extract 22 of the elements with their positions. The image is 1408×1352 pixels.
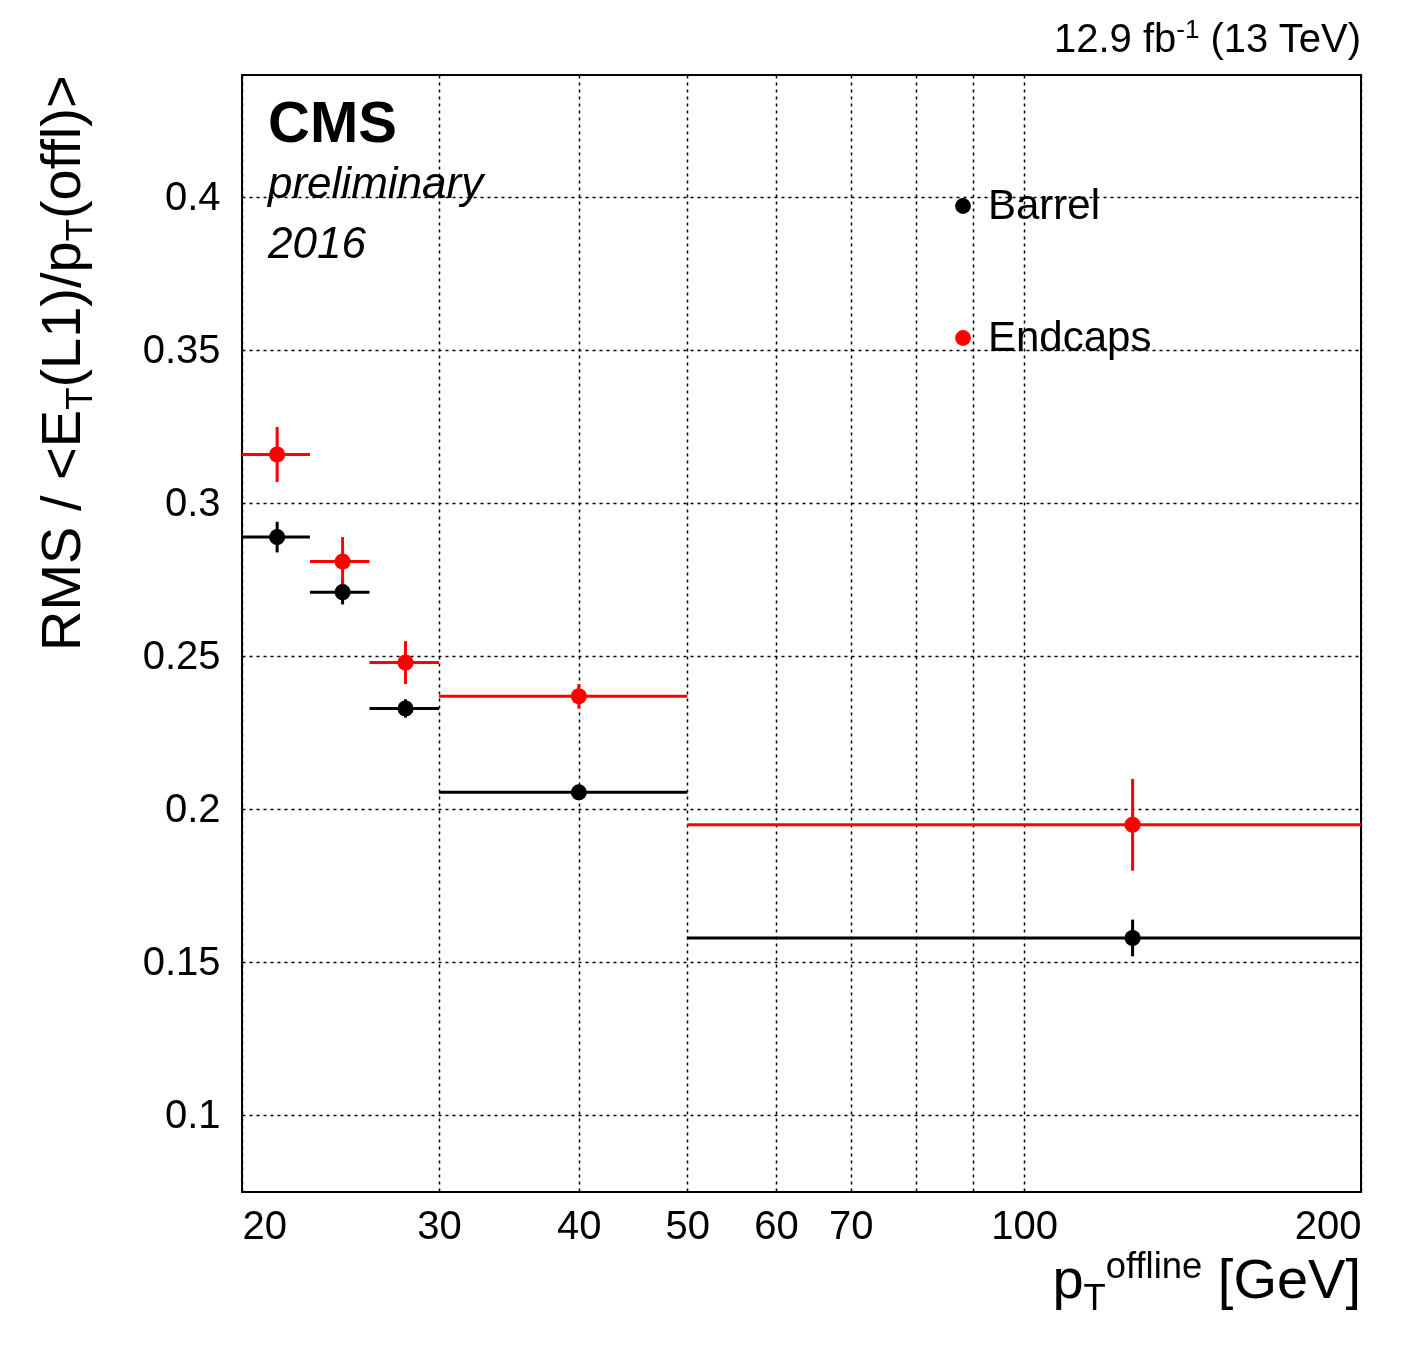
x-tick-label: 60 bbox=[754, 1202, 799, 1247]
y-tick-label: 0.1 bbox=[164, 1091, 221, 1136]
y-tick-label: 0.35 bbox=[142, 326, 221, 371]
x-tick-label: 100 bbox=[991, 1202, 1059, 1247]
y-tick-label: 0.4 bbox=[164, 173, 221, 218]
annotation: preliminary bbox=[268, 158, 484, 208]
annotation: 2016 bbox=[268, 218, 366, 268]
x-axis-title: p$_{T}$$^{offline}$ [GeV] bbox=[1052, 1245, 1361, 1319]
x-tick-label: 30 bbox=[417, 1202, 462, 1247]
x-tick-label: 40 bbox=[557, 1202, 602, 1247]
legend-label: Endcaps bbox=[988, 313, 1152, 360]
chart-title: 12.9 fb$^{-1}$ (13 TeV) bbox=[1053, 14, 1361, 62]
x-tick-label: 50 bbox=[665, 1202, 711, 1247]
legend-label: Barrel bbox=[988, 181, 1101, 228]
y-tick-label: 0.2 bbox=[164, 785, 221, 830]
y-tick-label: 0.15 bbox=[142, 938, 221, 983]
x-tick-label: 70 bbox=[829, 1202, 874, 1247]
y-tick-label: 0.25 bbox=[142, 632, 221, 677]
annotation: CMS bbox=[268, 88, 397, 155]
x-tick-label: 20 bbox=[242, 1202, 287, 1247]
x-tick-label: 200 bbox=[1294, 1202, 1362, 1247]
y-tick-label: 0.3 bbox=[164, 479, 221, 524]
